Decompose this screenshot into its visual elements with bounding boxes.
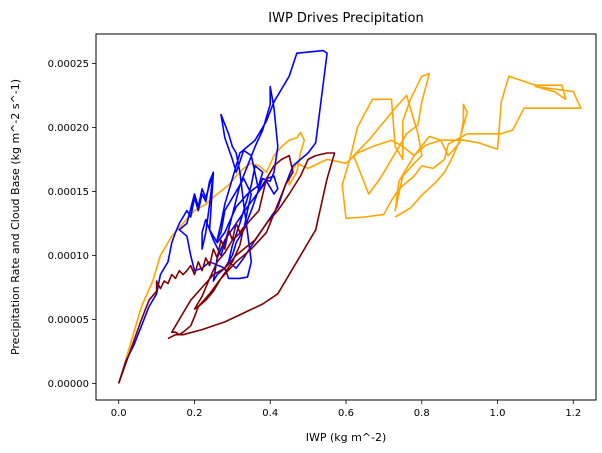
y-tick-label: 0.00025: [48, 59, 89, 70]
x-tick-label: 0.4: [262, 408, 278, 419]
x-tick-label: 0.0: [111, 408, 127, 419]
ticks-layer: 0.0 0.2 0.4 0.6 0.8 1.0 1.2 0.00000 0.00005 0.000…: [48, 59, 582, 419]
y-tick-label: 0.00010: [48, 251, 89, 262]
series-line-3: [117, 152, 336, 384]
x-tick-label: 0.2: [187, 408, 203, 419]
y-tick-label: 0.00015: [48, 187, 89, 198]
x-tick-label: 1.2: [565, 408, 581, 419]
y-tick-label: 0.00020: [48, 123, 89, 134]
y-axis-title: Precipitation Rate and Cloud Base (kg m^…: [9, 79, 22, 355]
chart-title: IWP Drives Precipitation: [268, 11, 423, 26]
x-tick-label: 0.6: [338, 408, 354, 419]
x-tick-label: 1.0: [490, 408, 506, 419]
plot-frame: [95, 33, 597, 401]
y-tick-label: 0.00000: [48, 379, 89, 390]
series-line-1: [117, 72, 582, 384]
y-tick-label: 0.00005: [48, 315, 89, 326]
x-tick-label: 0.8: [414, 408, 430, 419]
x-axis-title: IWP (kg m^-2): [306, 431, 387, 444]
series-line-2: [117, 49, 328, 384]
series-layer: [117, 49, 582, 384]
